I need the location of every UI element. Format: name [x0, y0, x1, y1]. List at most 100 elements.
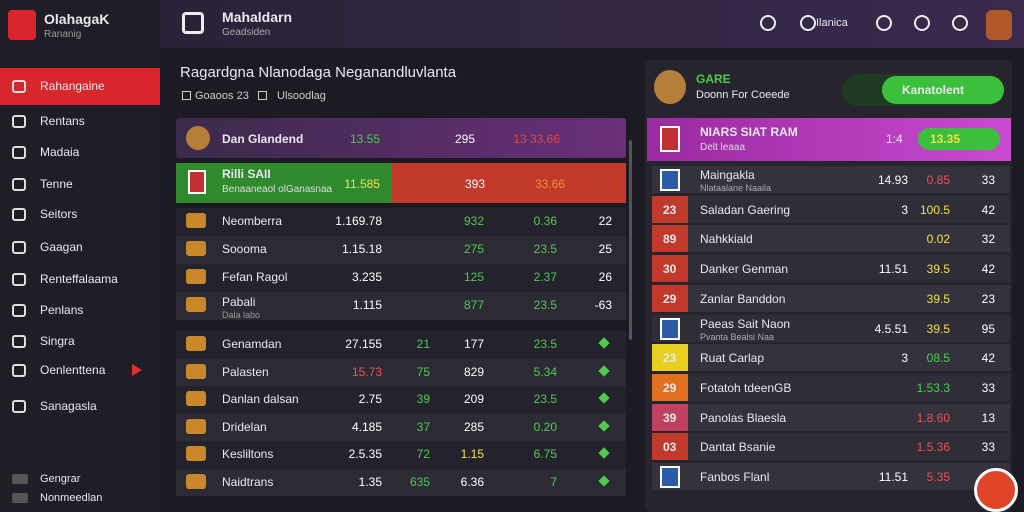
row-name[interactable]: Dridelan: [222, 419, 267, 434]
row-name[interactable]: Pabali: [222, 295, 256, 309]
row-name[interactable]: Danker Genman: [700, 262, 789, 277]
top-icon-btn[interactable]: [760, 15, 776, 31]
row-sub: Benaaneaol olGanasnaa: [222, 184, 333, 195]
row-name[interactable]: Danlan dalsan: [222, 392, 299, 406]
cell: 6.36: [460, 474, 484, 489]
nav-icon: [12, 115, 26, 128]
row-name[interactable]: Paeas Sait Naon: [700, 316, 791, 331]
row-name[interactable]: Fefan Ragol: [222, 270, 288, 284]
row-name[interactable]: Soooma: [222, 242, 267, 256]
nav-item[interactable]: Gaagan: [40, 240, 83, 254]
nav-icon: [12, 273, 26, 286]
row-name[interactable]: Nahkkiald: [700, 232, 753, 247]
pill-value: 13.35: [930, 132, 961, 146]
cell: 2.75: [358, 392, 382, 406]
nav-item[interactable]: Seitors: [40, 207, 78, 221]
right-row: [652, 433, 1010, 461]
nav-item[interactable]: Madaia: [40, 145, 80, 159]
scrollbar: [629, 140, 632, 340]
row-name[interactable]: Genamdan: [222, 337, 282, 351]
nav-icon: [12, 178, 26, 191]
right-row: [652, 166, 1010, 193]
pill[interactable]: [918, 128, 1000, 150]
toggle-btn[interactable]: [882, 76, 1004, 104]
cell: 14.93: [877, 173, 908, 187]
right-row: [652, 314, 1010, 342]
nav-icon: [12, 241, 26, 254]
team-icon: [186, 297, 206, 312]
cell: 27.155: [345, 337, 382, 351]
row-name[interactable]: Fotatoh tdeenGB: [700, 380, 792, 395]
nav-item[interactable]: Oenlenttena: [40, 363, 106, 377]
footer-item[interactable]: Nonmeedlan: [40, 492, 103, 504]
meta-text: Goaoos 23: [195, 90, 249, 102]
badge: [652, 344, 688, 372]
cell: 209: [463, 392, 484, 406]
row-stripe: [176, 468, 626, 496]
badge-text: 29: [663, 291, 677, 306]
cell: 1.53.3: [916, 380, 950, 395]
top-icon-btn[interactable]: [800, 15, 816, 31]
row-name[interactable]: Fanbos Flanl: [700, 470, 770, 484]
nav-item[interactable]: Singra: [40, 334, 75, 348]
cell: 2.37: [533, 270, 557, 284]
nav-item[interactable]: Sanagasla: [40, 399, 97, 413]
cell: 1.169.78: [335, 214, 382, 228]
cell: 1.115: [352, 298, 382, 312]
badge: [652, 433, 688, 461]
footer-item[interactable]: Gengrar: [40, 473, 81, 485]
row-name[interactable]: Dantat Bsanie: [700, 440, 776, 455]
main-title: Ragardgna Nlanodaga Neganandluvlanta: [180, 64, 457, 81]
cell: 42: [981, 351, 995, 366]
cell: 1.15.18: [341, 242, 382, 256]
row-name[interactable]: Ruat Carlap: [700, 351, 765, 366]
row-sub: Pvanta Bealsi Naa: [700, 331, 775, 342]
row-name[interactable]: Maingakla: [700, 168, 755, 182]
cell: 32: [981, 232, 995, 247]
cell: 33: [981, 440, 995, 455]
badge: [652, 284, 688, 312]
cell: 13 33.66: [513, 132, 560, 146]
row-name[interactable]: Palasten: [222, 364, 269, 379]
cell: 0.20: [533, 419, 557, 434]
row-name[interactable]: Neomberra: [222, 214, 283, 228]
nav-item[interactable]: Penlans: [40, 303, 84, 317]
row-name[interactable]: Naidtrans: [222, 474, 274, 489]
cell: 5.34: [533, 364, 557, 379]
nav-item[interactable]: Rahangaine: [40, 79, 105, 93]
badge: [652, 225, 688, 253]
row-name[interactable]: Panolas Blaesla: [700, 410, 787, 425]
nav-item[interactable]: Renteffalaama: [40, 272, 118, 286]
nav-icon: [12, 304, 26, 317]
nav-icon: [12, 146, 26, 159]
avatar[interactable]: [986, 10, 1012, 40]
team-icon: [186, 391, 206, 406]
row-name: NIARS SIAT RAM: [700, 125, 798, 139]
cell: 635: [409, 474, 430, 489]
top-icon-btn[interactable]: [876, 15, 892, 31]
badge: [652, 195, 688, 223]
button-label[interactable]: Kanatolent: [902, 83, 965, 97]
top-icon-btn[interactable]: [914, 15, 930, 31]
team-icon: [186, 213, 206, 228]
row-name[interactable]: Saladan Gaering: [700, 202, 791, 217]
cell: 393: [464, 177, 485, 191]
badge-text: 89: [663, 232, 677, 247]
top-icon-btn[interactable]: [952, 15, 968, 31]
nav-item[interactable]: Rentans: [40, 114, 85, 128]
cell: 23.5: [533, 298, 557, 312]
right-sub: Doonn For Coeede: [696, 89, 790, 101]
cell: 177: [463, 337, 484, 351]
fab[interactable]: [974, 468, 1018, 512]
row-stripe: [176, 292, 626, 320]
top-user[interactable]: Ilanica: [816, 17, 848, 29]
nav-item[interactable]: Tenne: [40, 177, 73, 191]
nav-icon: [12, 364, 26, 377]
cell: 13.55: [349, 132, 380, 146]
row-name[interactable]: Zanlar Banddon: [700, 291, 786, 306]
row-name[interactable]: Kesliltons: [222, 447, 274, 461]
cell: 72: [416, 447, 430, 461]
cell: 15.73: [351, 364, 382, 379]
meta-icon: [182, 91, 191, 100]
right-row: [652, 225, 1010, 253]
